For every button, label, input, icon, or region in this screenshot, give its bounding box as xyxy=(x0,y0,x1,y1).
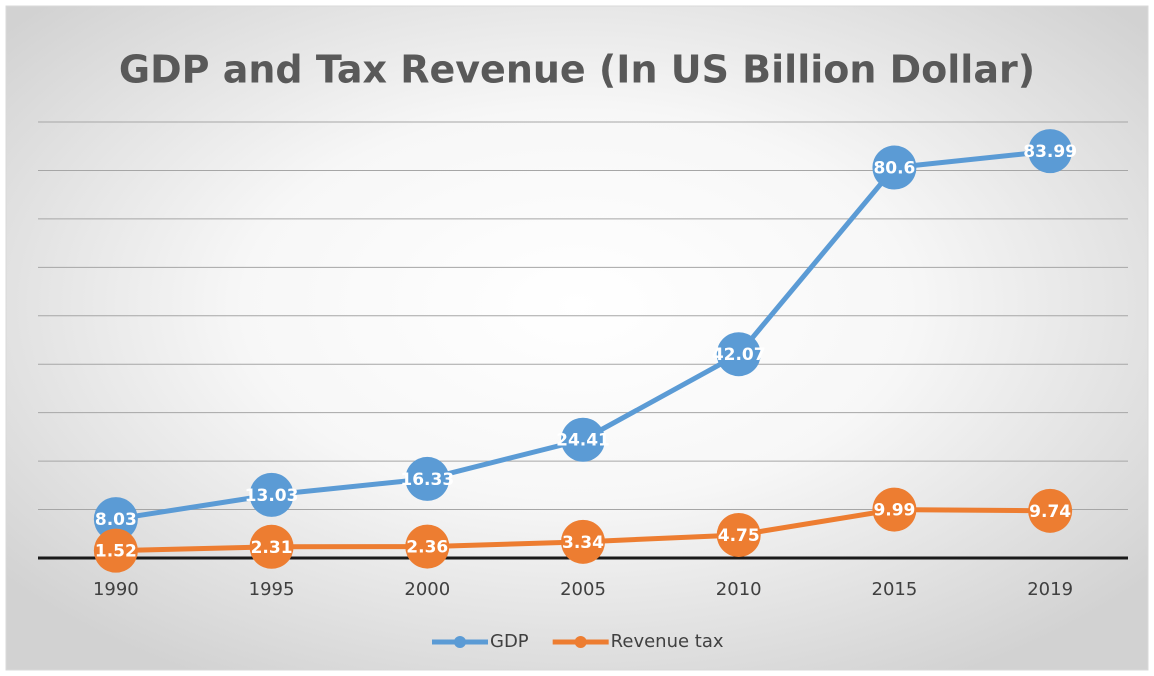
data-point xyxy=(93,528,138,573)
legend-marker xyxy=(454,636,466,648)
data-point xyxy=(561,519,605,564)
data-label: 1.52 xyxy=(95,542,137,562)
x-tick-label: 1990 xyxy=(93,579,139,600)
x-tick-label: 1995 xyxy=(249,579,295,600)
data-point xyxy=(872,145,917,190)
data-label: 4.75 xyxy=(718,526,760,546)
data-label: 24.41 xyxy=(556,431,610,451)
data-point xyxy=(93,497,138,542)
data-point xyxy=(872,487,917,532)
data-point xyxy=(561,417,605,462)
data-label: 2.36 xyxy=(406,538,448,558)
data-label: 9.99 xyxy=(873,501,915,521)
x-tick-label: 2010 xyxy=(716,579,762,600)
chart-title: GDP and Tax Revenue (In US Billion Dolla… xyxy=(119,48,1035,92)
x-tick-label: 2005 xyxy=(560,579,606,600)
data-label: 13.03 xyxy=(245,486,299,506)
legend-label: Revenue tax xyxy=(611,631,724,652)
legend-label: GDP xyxy=(490,631,529,652)
data-label: 8.03 xyxy=(95,510,137,530)
data-point xyxy=(1028,129,1073,174)
data-point xyxy=(716,332,761,377)
data-label: 80.6 xyxy=(873,159,915,179)
x-tick-label: 2000 xyxy=(404,579,450,600)
data-point xyxy=(716,512,761,557)
data-label: 83.99 xyxy=(1023,142,1077,162)
chart-background xyxy=(5,5,1149,671)
data-label: 2.31 xyxy=(251,538,293,558)
data-label: 9.74 xyxy=(1029,502,1071,522)
x-tick-label: 2019 xyxy=(1027,579,1073,600)
data-label: 42.07 xyxy=(712,345,766,365)
data-label: 16.33 xyxy=(400,470,454,490)
data-label: 3.34 xyxy=(562,533,604,553)
data-point xyxy=(405,524,450,569)
data-point xyxy=(249,524,294,569)
data-point xyxy=(405,456,450,501)
legend-marker xyxy=(574,636,587,648)
data-point xyxy=(249,472,294,517)
x-tick-label: 2015 xyxy=(872,579,918,600)
data-point xyxy=(1028,488,1073,533)
